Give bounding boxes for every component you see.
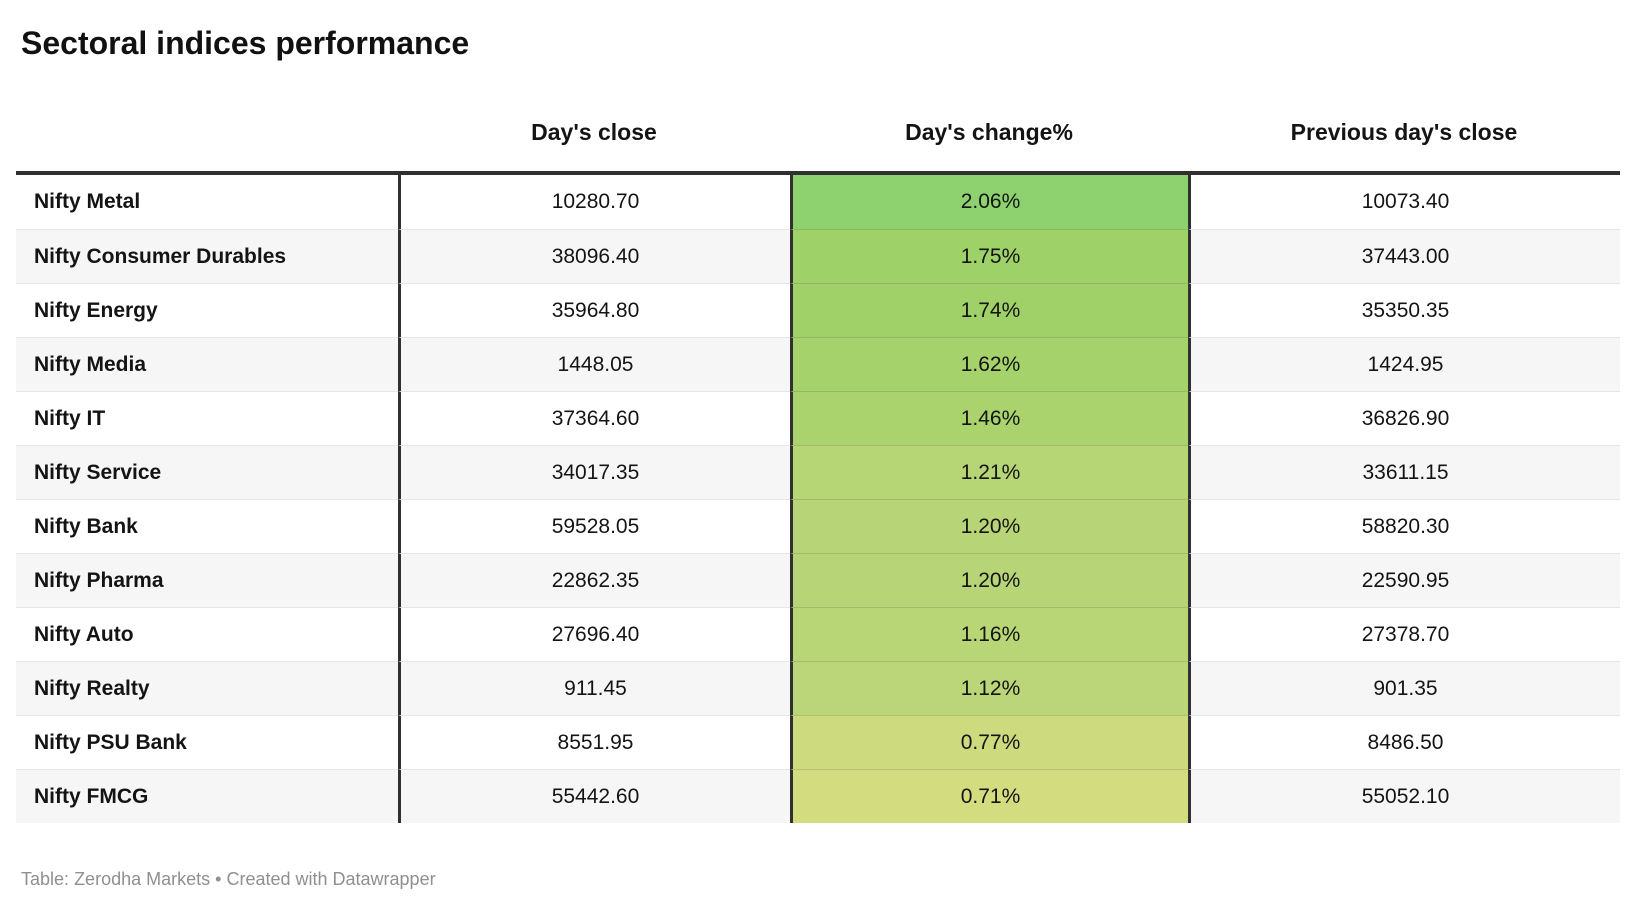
footer-source-link[interactable]: Zerodha Markets [74, 869, 211, 889]
days-change-heatmap-cell: 1.12% [790, 661, 1188, 715]
days-close-cell: 55442.60 [398, 769, 790, 823]
index-name-cell: Nifty Metal [16, 175, 398, 229]
days-close-cell: 1448.05 [398, 337, 790, 391]
days-close-column-header: Day's close [531, 119, 657, 145]
index-name-cell: Nifty FMCG [16, 769, 398, 823]
days-close-cell: 8551.95 [398, 715, 790, 769]
days-change-heatmap-cell: 1.62% [790, 337, 1188, 391]
datawrapper-table-page: Sectoral indices performance Day's close… [0, 24, 1636, 914]
days-close-cell: 911.45 [398, 661, 790, 715]
table-body: Nifty Metal 10280.70 2.06% 10073.40 Nift… [16, 171, 1620, 823]
days-change-heatmap-cell: 1.20% [790, 553, 1188, 607]
days-close-cell: 38096.40 [398, 229, 790, 283]
footer-separator: • [215, 869, 222, 889]
previous-days-close-column-header: Previous day's close [1290, 119, 1518, 145]
footer-source-prefix: Table: [21, 869, 70, 889]
days-change-heatmap-cell: 1.46% [790, 391, 1188, 445]
previous-days-close-cell: 1424.95 [1188, 337, 1620, 391]
days-change-heatmap-cell: 2.06% [790, 175, 1188, 229]
table-footer: Table: Zerodha Markets • Created with Da… [21, 869, 1636, 890]
index-name-cell: Nifty PSU Bank [16, 715, 398, 769]
previous-days-close-cell: 8486.50 [1188, 715, 1620, 769]
days-change-heatmap-cell: 1.20% [790, 499, 1188, 553]
previous-days-close-cell: 36826.90 [1188, 391, 1620, 445]
days-change-heatmap-cell: 0.77% [790, 715, 1188, 769]
previous-days-close-cell: 58820.30 [1188, 499, 1620, 553]
index-name-cell: Nifty Media [16, 337, 398, 391]
column-header-row: Day's close Day's change% Previous day's… [16, 110, 1620, 154]
index-name-cell: Nifty Auto [16, 607, 398, 661]
days-close-cell: 37364.60 [398, 391, 790, 445]
previous-days-close-cell: 37443.00 [1188, 229, 1620, 283]
days-change-heatmap-cell: 1.75% [790, 229, 1188, 283]
previous-days-close-cell: 10073.40 [1188, 175, 1620, 229]
previous-days-close-cell: 33611.15 [1188, 445, 1620, 499]
previous-days-close-cell: 901.35 [1188, 661, 1620, 715]
index-name-cell: Nifty Bank [16, 499, 398, 553]
index-name-cell: Nifty Consumer Durables [16, 229, 398, 283]
days-change-heatmap-cell: 0.71% [790, 769, 1188, 823]
days-close-cell: 59528.05 [398, 499, 790, 553]
days-close-cell: 10280.70 [398, 175, 790, 229]
days-change-column-header: Day's change% [905, 119, 1073, 145]
days-close-cell: 22862.35 [398, 553, 790, 607]
days-close-cell: 34017.35 [398, 445, 790, 499]
days-change-heatmap-cell: 1.74% [790, 283, 1188, 337]
previous-days-close-cell: 22590.95 [1188, 553, 1620, 607]
previous-days-close-cell: 35350.35 [1188, 283, 1620, 337]
page-title: Sectoral indices performance [21, 25, 470, 61]
datawrapper-attribution-link[interactable]: Created with Datawrapper [226, 869, 436, 889]
days-close-cell: 27696.40 [398, 607, 790, 661]
days-close-cell: 35964.80 [398, 283, 790, 337]
previous-days-close-cell: 27378.70 [1188, 607, 1620, 661]
index-name-cell: Nifty Energy [16, 283, 398, 337]
row-label-column-header [16, 110, 398, 154]
index-name-cell: Nifty Realty [16, 661, 398, 715]
days-change-heatmap-cell: 1.16% [790, 607, 1188, 661]
index-name-cell: Nifty Service [16, 445, 398, 499]
days-change-heatmap-cell: 1.21% [790, 445, 1188, 499]
previous-days-close-cell: 55052.10 [1188, 769, 1620, 823]
index-name-cell: Nifty IT [16, 391, 398, 445]
index-name-cell: Nifty Pharma [16, 553, 398, 607]
